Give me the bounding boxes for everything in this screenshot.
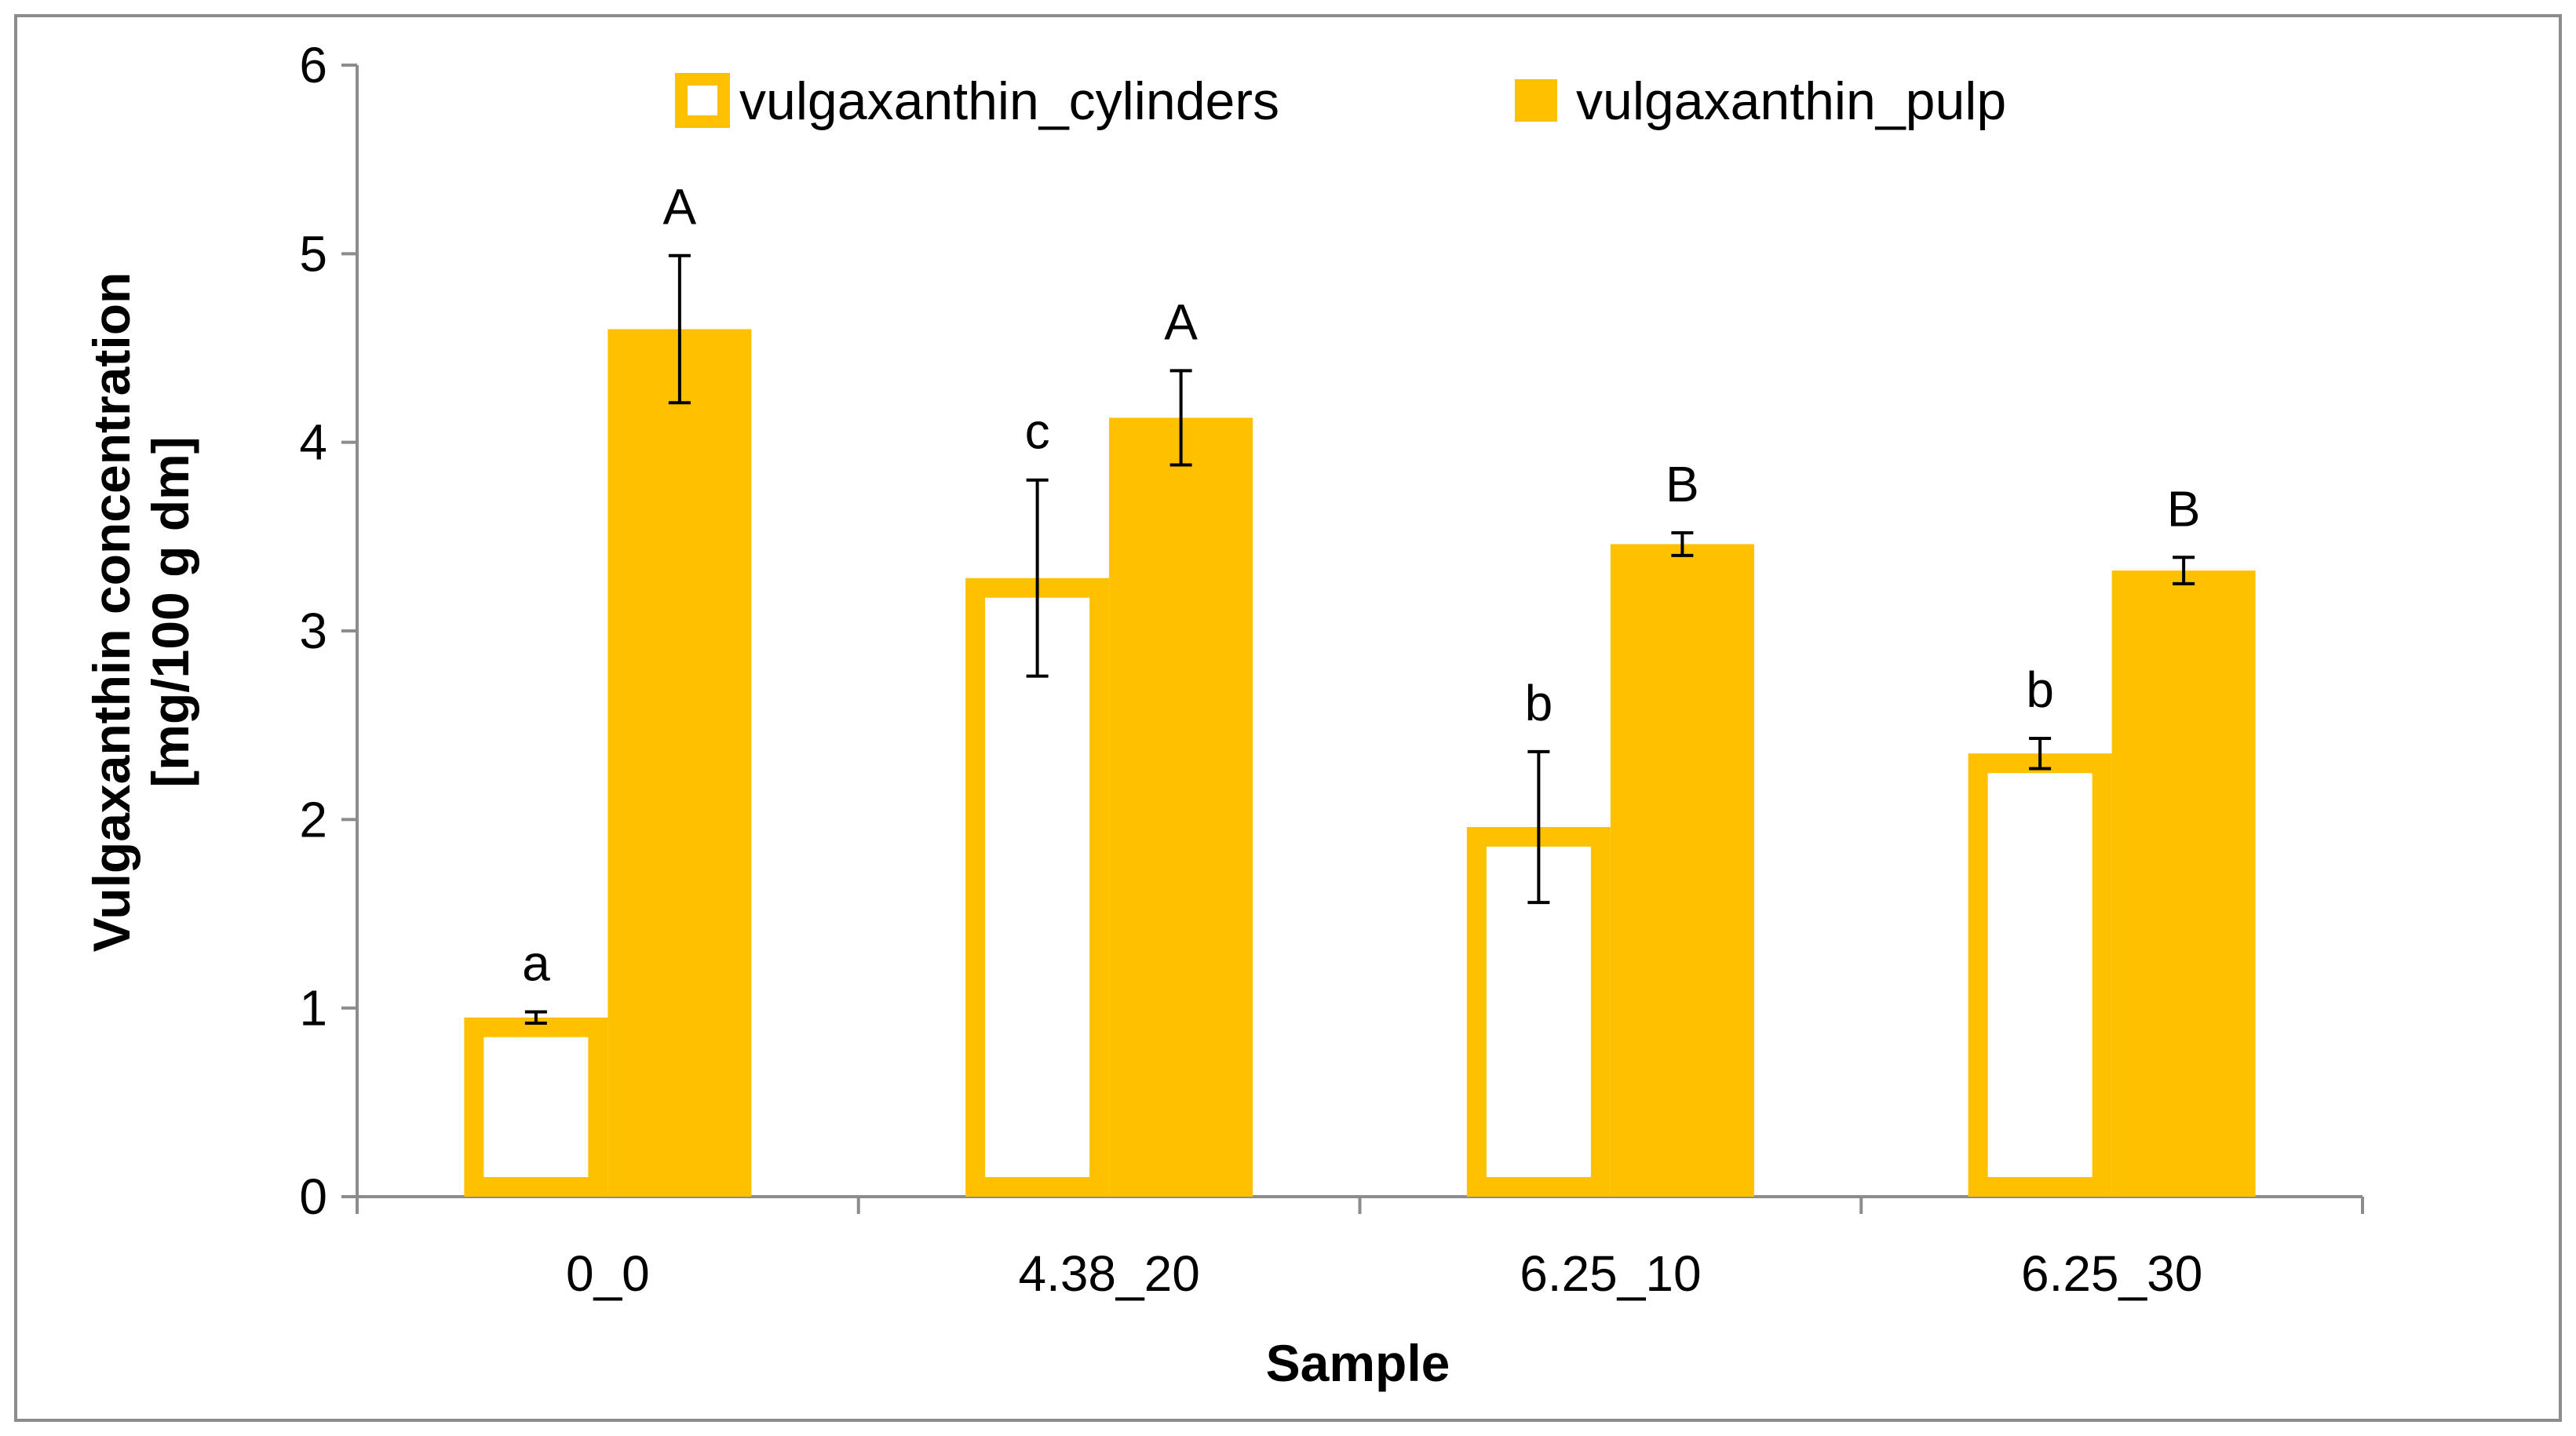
legend-swatch-pulp (1515, 79, 1557, 122)
bar-vulgaxanthin_cylinders (965, 578, 1110, 1197)
legend-label-cylinders: vulgaxanthin_cylinders (739, 71, 1279, 131)
legend-swatch-cylinders (675, 73, 730, 128)
y-tick-label: 0 (299, 1168, 327, 1225)
legend-label-pulp: vulgaxanthin_pulp (1576, 71, 2006, 131)
bar-vulgaxanthin_pulp (1109, 417, 1253, 1197)
x-tick-label: 6.25_10 (1520, 1245, 1701, 1302)
y-tick-label: 5 (299, 225, 327, 282)
significance-label-vulgaxanthin_cylinders: b (2026, 662, 2054, 718)
error-bars (524, 253, 2195, 1025)
bar-vulgaxanthin_pulp (2111, 570, 2256, 1197)
y-tick-label: 4 (299, 414, 327, 471)
significance-labels: a Ac Ab Bb B (522, 179, 2200, 992)
significance-label-vulgaxanthin_pulp: A (663, 179, 697, 235)
x-tick-label: 4.38_20 (1018, 1245, 1199, 1302)
bar-vulgaxanthin_pulp (1610, 544, 1754, 1197)
significance-label-vulgaxanthin_pulp: A (1164, 293, 1198, 350)
y-tick-label: 2 (299, 791, 327, 847)
y-axis-title-line1: Vulgaxanthin concentration (82, 272, 140, 953)
y-tick-label: 3 (299, 603, 327, 659)
x-tick-label: 6.25_30 (2021, 1245, 2202, 1302)
bars (464, 329, 2256, 1197)
significance-label-vulgaxanthin_pulp: B (1666, 456, 1699, 512)
legend: vulgaxanthin_cylinders vulgaxanthin_pulp (675, 71, 2006, 131)
significance-label-vulgaxanthin_pulp: B (2167, 480, 2201, 537)
y-tick-label: 1 (299, 980, 327, 1037)
x-axis-title: Sample (1266, 1334, 1450, 1392)
bar-vulgaxanthin_cylinders (464, 1017, 608, 1197)
x-tick-label: 0_0 (566, 1245, 650, 1302)
y-tick-label: 6 (299, 37, 327, 93)
significance-label-vulgaxanthin_cylinders: b (1525, 675, 1553, 731)
significance-label-vulgaxanthin_cylinders: a (522, 935, 550, 991)
y-axis-title-line2: [mg/100 g dm] (141, 436, 199, 787)
significance-label-vulgaxanthin_cylinders: c (1025, 403, 1050, 460)
bar-vulgaxanthin_pulp (608, 329, 752, 1197)
bar-vulgaxanthin_cylinders (1968, 753, 2112, 1197)
